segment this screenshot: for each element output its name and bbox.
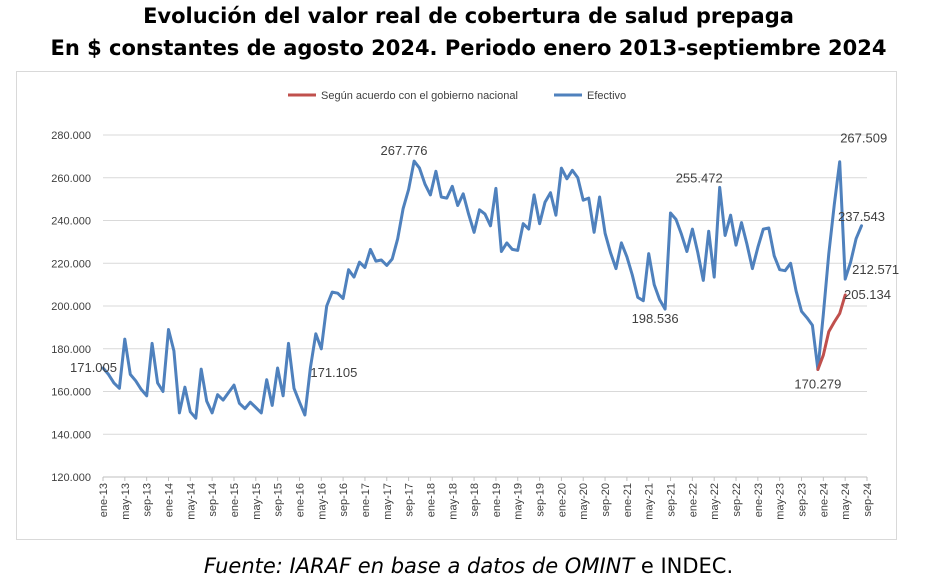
chart-title-line-2: En $ constantes de agosto 2024. Periodo … <box>50 36 887 60</box>
x-tick-label: ene-18 <box>425 483 437 517</box>
y-tick-label: 160.000 <box>51 387 91 399</box>
x-tick-label: may-13 <box>120 483 132 520</box>
x-tick-label: ene-16 <box>294 483 306 517</box>
x-tick-label: may-22 <box>709 483 721 520</box>
x-tick-label: ene-17 <box>360 483 372 517</box>
x-tick-label: sep-13 <box>142 483 154 517</box>
x-tick-label: sep-21 <box>666 483 678 517</box>
x-tick-label: may-16 <box>316 483 328 520</box>
x-tick-label: sep-17 <box>404 483 416 517</box>
x-tick-label: sep-20 <box>600 483 612 517</box>
y-tick-label: 280.000 <box>51 130 91 142</box>
chart-area <box>16 71 897 540</box>
x-tick-label: may-17 <box>382 483 394 520</box>
x-tick-label: may-23 <box>775 483 787 520</box>
x-tick-label: may-20 <box>578 483 590 520</box>
series-line-efectivo <box>101 159 863 420</box>
x-tick-label: ene-20 <box>556 483 568 517</box>
y-tick-label: 240.000 <box>51 216 91 228</box>
x-tick-label: sep-19 <box>535 483 547 517</box>
y-tick-label: 180.000 <box>51 344 91 356</box>
data-label: 198.536 <box>632 311 679 326</box>
x-tick-label: sep-23 <box>797 483 809 517</box>
data-label: 237.543 <box>838 209 885 224</box>
data-label: 267.776 <box>381 143 428 158</box>
data-label: 170.279 <box>794 377 841 392</box>
x-tick-label: ene-14 <box>163 483 175 517</box>
y-tick-label: 120.000 <box>51 472 91 484</box>
line-chart: 120.000 140.000 160.000 180.000 200.000 220.0… <box>51 90 899 520</box>
chart-title-line-1: Evolución del valor real de cobertura de… <box>143 4 794 28</box>
data-label: 255.472 <box>676 170 723 185</box>
x-tick-label: may-14 <box>185 483 197 520</box>
y-tick-label: 140.000 <box>51 429 91 441</box>
data-label: 171.105 <box>310 365 357 380</box>
data-label: 267.509 <box>840 131 887 146</box>
x-tick-label: may-19 <box>513 483 525 520</box>
x-tick-label: may-21 <box>644 483 656 520</box>
source-text-regular: e INDEC. <box>634 554 734 578</box>
x-tick-label: sep-15 <box>273 483 285 517</box>
x-tick-label: ene-24 <box>818 483 830 517</box>
x-tick-label: sep-24 <box>862 483 874 517</box>
x-tick-label: ene-22 <box>687 483 699 517</box>
source-text-italic: Fuente: IARAF en base a datos de OMINT <box>203 554 635 578</box>
x-tick-label: may-15 <box>251 483 263 520</box>
x-tick-label: sep-16 <box>338 483 350 517</box>
x-tick-label: sep-18 <box>469 483 481 517</box>
x-tick-label: ene-13 <box>98 483 110 517</box>
x-tick-label: ene-23 <box>753 483 765 517</box>
legend-label: Efectivo <box>587 90 626 102</box>
y-tick-label: 260.000 <box>51 173 91 185</box>
x-tick-label: ene-21 <box>622 483 634 517</box>
series-line-acuerdo <box>816 293 847 371</box>
x-tick-label: sep-14 <box>207 483 219 517</box>
x-tick-label: sep-22 <box>731 483 743 517</box>
x-tick-label: may-24 <box>840 483 852 520</box>
data-label: 205.134 <box>844 287 891 302</box>
legend-label: Según acuerdo con el gobierno nacional <box>321 90 518 102</box>
x-tick-label: may-18 <box>447 483 459 520</box>
x-tick-label: ene-19 <box>491 483 503 517</box>
data-label: 171.005 <box>70 360 117 375</box>
y-tick-label: 200.000 <box>51 301 91 313</box>
x-tick-label: ene-15 <box>229 483 241 517</box>
data-label: 212.571 <box>852 262 899 277</box>
source-note: Fuente: IARAF en base a datos de OMINT e… <box>0 552 937 580</box>
y-tick-label: 220.000 <box>51 258 91 270</box>
